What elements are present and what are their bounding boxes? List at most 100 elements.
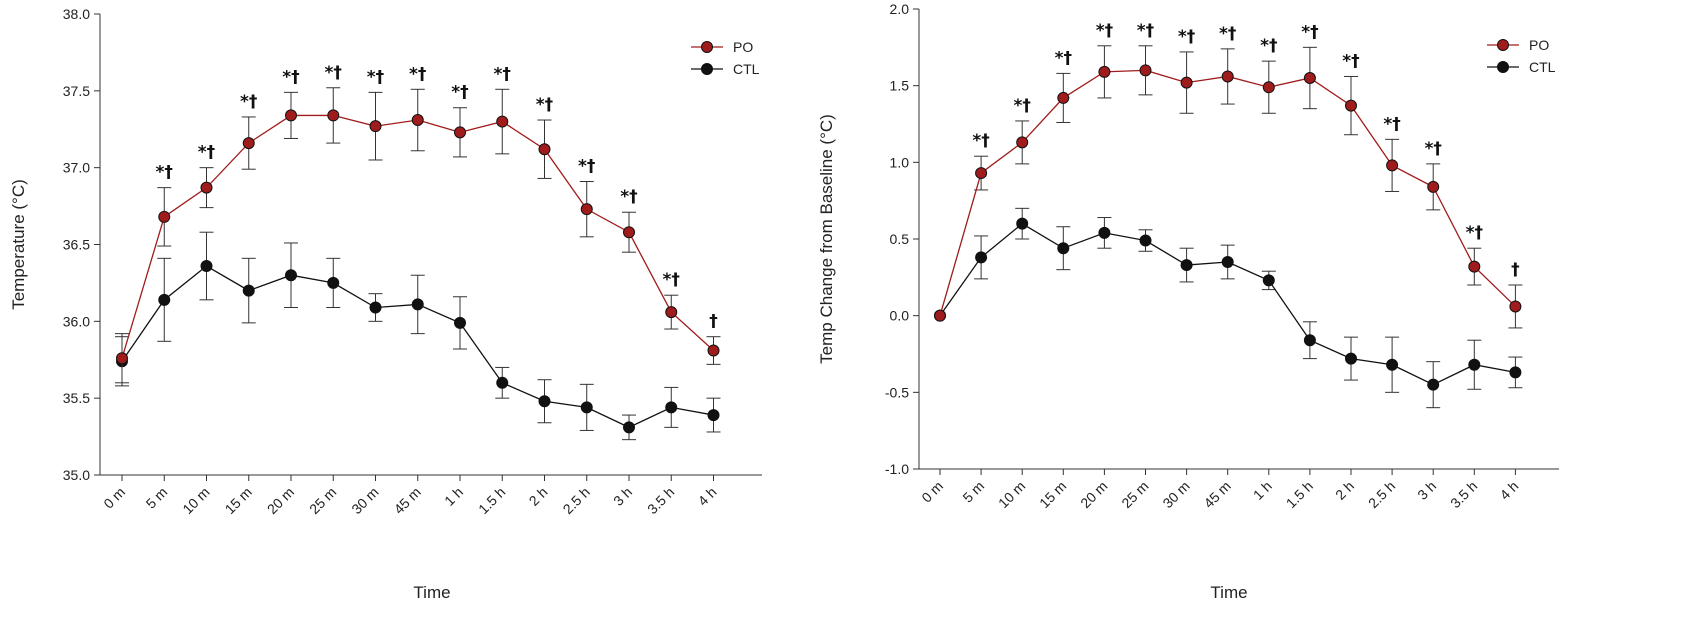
x-tick-label: 30 m — [1159, 478, 1192, 511]
ctl-data-point — [1345, 352, 1357, 365]
po-data-point — [1509, 300, 1522, 313]
po-data-point — [1139, 64, 1152, 77]
significance-marker: *† — [198, 143, 215, 163]
significance-marker: *† — [240, 92, 257, 112]
y-tick-label: 36.5 — [63, 237, 90, 253]
significance-marker: *† — [1383, 114, 1400, 134]
x-tick-label: 45 m — [1200, 478, 1233, 511]
ctl-data-point — [1262, 274, 1275, 287]
po-data-point — [1016, 136, 1029, 149]
po-data-point — [1098, 65, 1111, 78]
ctl-data-point — [369, 301, 382, 314]
y-tick-label: 0.0 — [890, 308, 910, 324]
y-axis-title: Temperature (°C) — [9, 179, 28, 310]
po-data-point — [200, 181, 213, 194]
po-data-point — [1468, 260, 1481, 273]
x-axis-title: Time — [1210, 583, 1247, 602]
po-data-point — [327, 109, 340, 122]
po-data-point — [285, 109, 297, 122]
legend-po-label: PO — [1529, 37, 1549, 53]
ctl-data-point — [1221, 256, 1234, 268]
ctl-data-point — [1098, 226, 1111, 239]
significance-marker: *† — [1014, 96, 1031, 116]
x-tick-label: 2.5 h — [1365, 478, 1398, 511]
po-data-point — [242, 137, 255, 150]
significance-marker: *† — [578, 156, 595, 176]
y-tick-label: -1.0 — [885, 461, 909, 477]
significance-marker: *† — [367, 67, 384, 87]
y-tick-label: 37.5 — [63, 83, 90, 99]
ctl-data-point — [496, 376, 509, 389]
ctl-data-point — [623, 421, 635, 434]
ctl-data-point — [1509, 366, 1522, 379]
ctl-data-point — [1427, 378, 1440, 391]
significance-marker: *† — [1301, 22, 1318, 42]
significance-marker: *† — [451, 83, 468, 103]
legend-po-marker — [701, 41, 713, 53]
ctl-data-point — [580, 401, 593, 414]
x-tick-label: 1.5 h — [1283, 478, 1316, 511]
x-tick-label: 3 h — [1414, 478, 1439, 503]
significance-marker: *† — [620, 187, 637, 207]
po-data-point — [411, 114, 424, 127]
x-tick-label: 15 m — [1036, 478, 1069, 511]
ctl-data-point — [1386, 358, 1399, 371]
x-tick-label: 3.5 h — [1447, 478, 1480, 511]
x-tick-label: 5 m — [959, 478, 987, 506]
ctl-data-point — [1057, 242, 1070, 255]
x-tick-label: 20 m — [1077, 478, 1110, 511]
x-tick-label: 25 m — [1118, 478, 1151, 511]
ctl-data-point — [1139, 234, 1152, 247]
ctl-data-point — [242, 284, 255, 297]
po-data-point — [665, 306, 678, 319]
y-tick-label: 35.5 — [63, 390, 90, 406]
po-data-point — [707, 344, 720, 357]
legend-ctl-label: CTL — [1529, 59, 1556, 75]
y-tick-label: 1.0 — [890, 154, 910, 170]
significance-marker: *† — [325, 63, 342, 83]
legend-ctl-marker — [701, 63, 713, 75]
significance-marker: *† — [282, 67, 299, 87]
ctl-data-point — [411, 298, 424, 311]
po-data-point — [538, 143, 551, 156]
significance-marker: † — [709, 312, 718, 332]
po-data-point — [369, 120, 382, 133]
y-tick-label: 37.0 — [63, 160, 90, 176]
legend-ctl-marker — [1497, 61, 1509, 73]
ctl-data-point — [538, 395, 551, 408]
y-tick-label: 38.0 — [63, 6, 90, 22]
ctl-data-point — [200, 260, 213, 273]
ctl-data-point — [1016, 217, 1029, 230]
significance-marker: *† — [1219, 24, 1236, 44]
po-data-point — [623, 226, 635, 239]
po-data-point — [1427, 180, 1440, 193]
po-data-point — [975, 167, 988, 180]
ctl-data-point — [1180, 259, 1193, 272]
ctl-data-point — [1468, 358, 1481, 371]
po-data-point — [116, 352, 128, 365]
significance-marker: *† — [1466, 223, 1483, 243]
po-data-point — [158, 210, 171, 223]
significance-marker: † — [1511, 260, 1520, 280]
ctl-data-point — [665, 401, 678, 414]
po-data-point — [580, 203, 593, 216]
y-tick-label: 36.0 — [63, 313, 90, 329]
significance-marker: *† — [494, 64, 511, 84]
significance-marker: *† — [972, 131, 989, 151]
po-data-point — [1180, 76, 1193, 89]
po-data-point — [454, 126, 466, 139]
ctl-data-point — [454, 316, 466, 329]
y-tick-label: 1.5 — [890, 78, 910, 94]
ctl-data-point — [975, 251, 988, 264]
ctl-data-point — [285, 269, 297, 282]
ctl-data-point — [1303, 334, 1316, 347]
significance-marker: *† — [663, 270, 680, 290]
po-data-point — [1303, 72, 1316, 84]
significance-marker: *† — [1137, 21, 1154, 41]
po-data-point — [496, 115, 509, 128]
y-axis-title: Temp Change from Baseline (°C) — [817, 114, 836, 364]
ctl-data-point — [158, 293, 171, 306]
x-tick-label: 10 m — [995, 478, 1028, 511]
